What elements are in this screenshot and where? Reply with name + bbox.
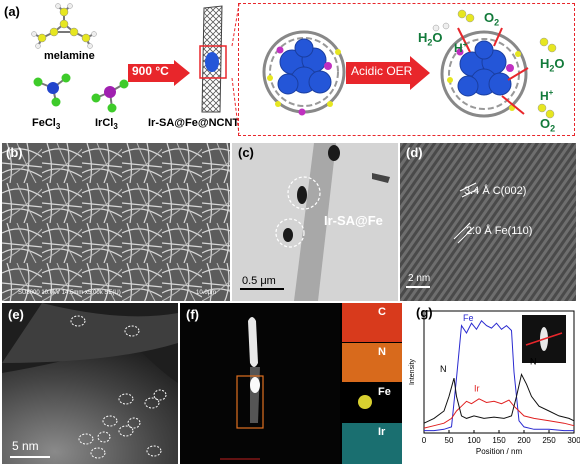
x-tick-label: 250: [542, 436, 556, 445]
h-plus-right-label: H+: [540, 88, 554, 103]
x-tick-label: 200: [517, 436, 531, 445]
panel-b-sem-image: (b) SU8000 10.0kV 14.5mm x5.00k SE(U) 10…: [2, 143, 230, 301]
melamine-molecule: [31, 3, 97, 49]
series-line-n: [423, 372, 575, 424]
panel-a-label: (a): [4, 4, 20, 19]
haadf-scale-label: 5 nm: [12, 439, 39, 453]
panel-f-label: (f): [186, 307, 199, 322]
product-label: Ir-SA@Fe@NCNT: [148, 117, 240, 129]
panel-g-label: (g): [416, 305, 433, 320]
fecl3-label: FeCl3: [32, 117, 61, 132]
panel-e-label: (e): [8, 307, 24, 322]
line-profile-chart: 0 50 100 150 200 250 300 Position / nm Intensity…: [409, 310, 580, 456]
panel-a: (a) melamine FeCl3: [0, 0, 582, 142]
panel-f-eds: (f) C N Fe Ir: [180, 303, 402, 464]
h2o-left-label: H2O: [418, 30, 443, 48]
tem-nanotube: [232, 143, 398, 301]
eds-map-ir-label: Ir: [378, 426, 386, 438]
lattice-fringes: [400, 143, 576, 301]
eds-map-fe-label: Fe: [378, 386, 391, 398]
catalyst-cage-right: [440, 27, 529, 118]
sem-info-bar: SU8000 10.0kV 14.5mm x5.00k SE(U): [18, 290, 121, 296]
hrtem-scale-label: 2 nm: [408, 273, 431, 284]
zoom-box: [238, 3, 575, 136]
x-tick-label: 150: [492, 436, 506, 445]
y-axis-label: Intensity: [409, 358, 416, 385]
eds-map-fe: Fe: [342, 383, 402, 422]
h-plus-left-label: H+: [454, 40, 468, 55]
x-tick-label: 0: [422, 436, 427, 445]
panel-c-tem-image: (c) Ir-SA@Fe 0.5 μm: [232, 143, 398, 301]
series-label-n-right: N: [530, 357, 537, 367]
x-tick-label: 300: [567, 436, 580, 445]
ircl3-label: IrCl3: [95, 117, 118, 132]
x-axis-label: Position / nm: [476, 447, 523, 456]
panel-c-label: (c): [238, 145, 254, 160]
oer-label: Acidic OER: [351, 64, 413, 78]
eds-map-c-label: C: [378, 306, 386, 318]
eds-haadf-image: [180, 303, 340, 464]
temperature-arrow: [128, 60, 190, 86]
eds-map-fe-spot: [358, 395, 372, 409]
haadf-atoms: [2, 303, 178, 464]
series-line-fe: [424, 320, 574, 432]
eds-map-n: N: [342, 343, 402, 382]
fecl3-molecule: [33, 73, 71, 107]
o2-bottom-label: O2: [540, 116, 556, 134]
fringe-c002-label: 3.4 Å C(002): [464, 185, 527, 197]
panel-g-line-profile: 0 50 100 150 200 250 300 Position / nm Intensity…: [404, 303, 580, 466]
series-label-ir: Ir: [474, 384, 480, 394]
zoom-lines: [231, 3, 240, 135]
panel-e-haadf-image: (e) 5 nm: [2, 303, 178, 464]
x-tick-label: 50: [445, 436, 454, 445]
panel-d-hrtem-image: (d) 3.4 Å C(002) 2.0 Å Fe(110) 2 nm: [400, 143, 576, 301]
sem-scale-label: 10.0μm: [196, 290, 217, 296]
x-tick-label: 100: [467, 436, 481, 445]
series-label-fe: Fe: [463, 313, 474, 323]
melamine-label: melamine: [44, 50, 95, 62]
series-line-ir: [423, 398, 575, 429]
eds-map-ir: Ir: [342, 423, 402, 464]
panel-d-label: (d): [406, 145, 423, 160]
inset-scan-line: [525, 332, 563, 346]
tem-scale-label: 0.5 μm: [242, 275, 276, 287]
panel-b-label: (b): [6, 145, 23, 160]
eds-map-c: C: [342, 303, 402, 342]
h2o-right-label: H2O: [540, 56, 565, 74]
eds-map-n-label: N: [378, 346, 386, 358]
catalyst-cage-left: [262, 30, 346, 116]
water-molecules: [432, 9, 557, 119]
series-label-n-left: N: [440, 364, 447, 374]
temperature-label: 900 °C: [132, 64, 169, 78]
ircl3-molecule: [91, 79, 129, 113]
nanotube-illustration: [199, 5, 227, 113]
nanotube-network: [2, 143, 230, 301]
fringe-fe110-label: 2.0 Å Fe(110): [466, 225, 533, 237]
oer-arrow: [346, 56, 430, 90]
o2-top-label: O2: [484, 10, 500, 28]
tem-sample-label: Ir-SA@Fe: [324, 213, 383, 228]
